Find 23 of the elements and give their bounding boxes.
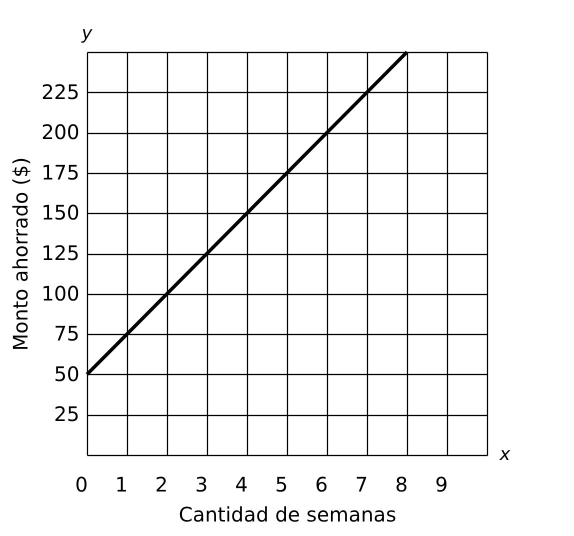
y-tick-label: 25 (54, 402, 80, 426)
y-tick-label: 225 (41, 80, 80, 104)
y-tick-label: 150 (41, 200, 80, 225)
x-tick-label: 4 (235, 472, 248, 496)
x-axis-title: Cantidad de semanas (178, 502, 396, 526)
y-tick-label: 200 (41, 120, 80, 144)
y-tick-label: 125 (41, 241, 80, 265)
x-tick-label: 1 (115, 472, 128, 496)
text: y (80, 23, 93, 44)
x-tick-label: 6 (315, 472, 328, 496)
y-tick-label: 175 (41, 160, 80, 184)
x-tick-label: 5 (275, 472, 288, 496)
y-tick-label: 50 (54, 362, 80, 386)
x-tick-label: 0 (75, 472, 88, 496)
text: x (498, 444, 511, 465)
x-tick-label: 2 (155, 472, 168, 496)
y-axis-title: Monto ahorrado ($) (8, 157, 32, 351)
y-tick-label: 75 (54, 322, 80, 346)
y-tick-label: 100 (41, 281, 80, 306)
x-tick-label: 7 (355, 472, 368, 496)
x-tick-label: 3 (195, 472, 208, 496)
x-tick-label: 9 (435, 472, 448, 496)
x-tick-label: 8 (395, 472, 408, 496)
